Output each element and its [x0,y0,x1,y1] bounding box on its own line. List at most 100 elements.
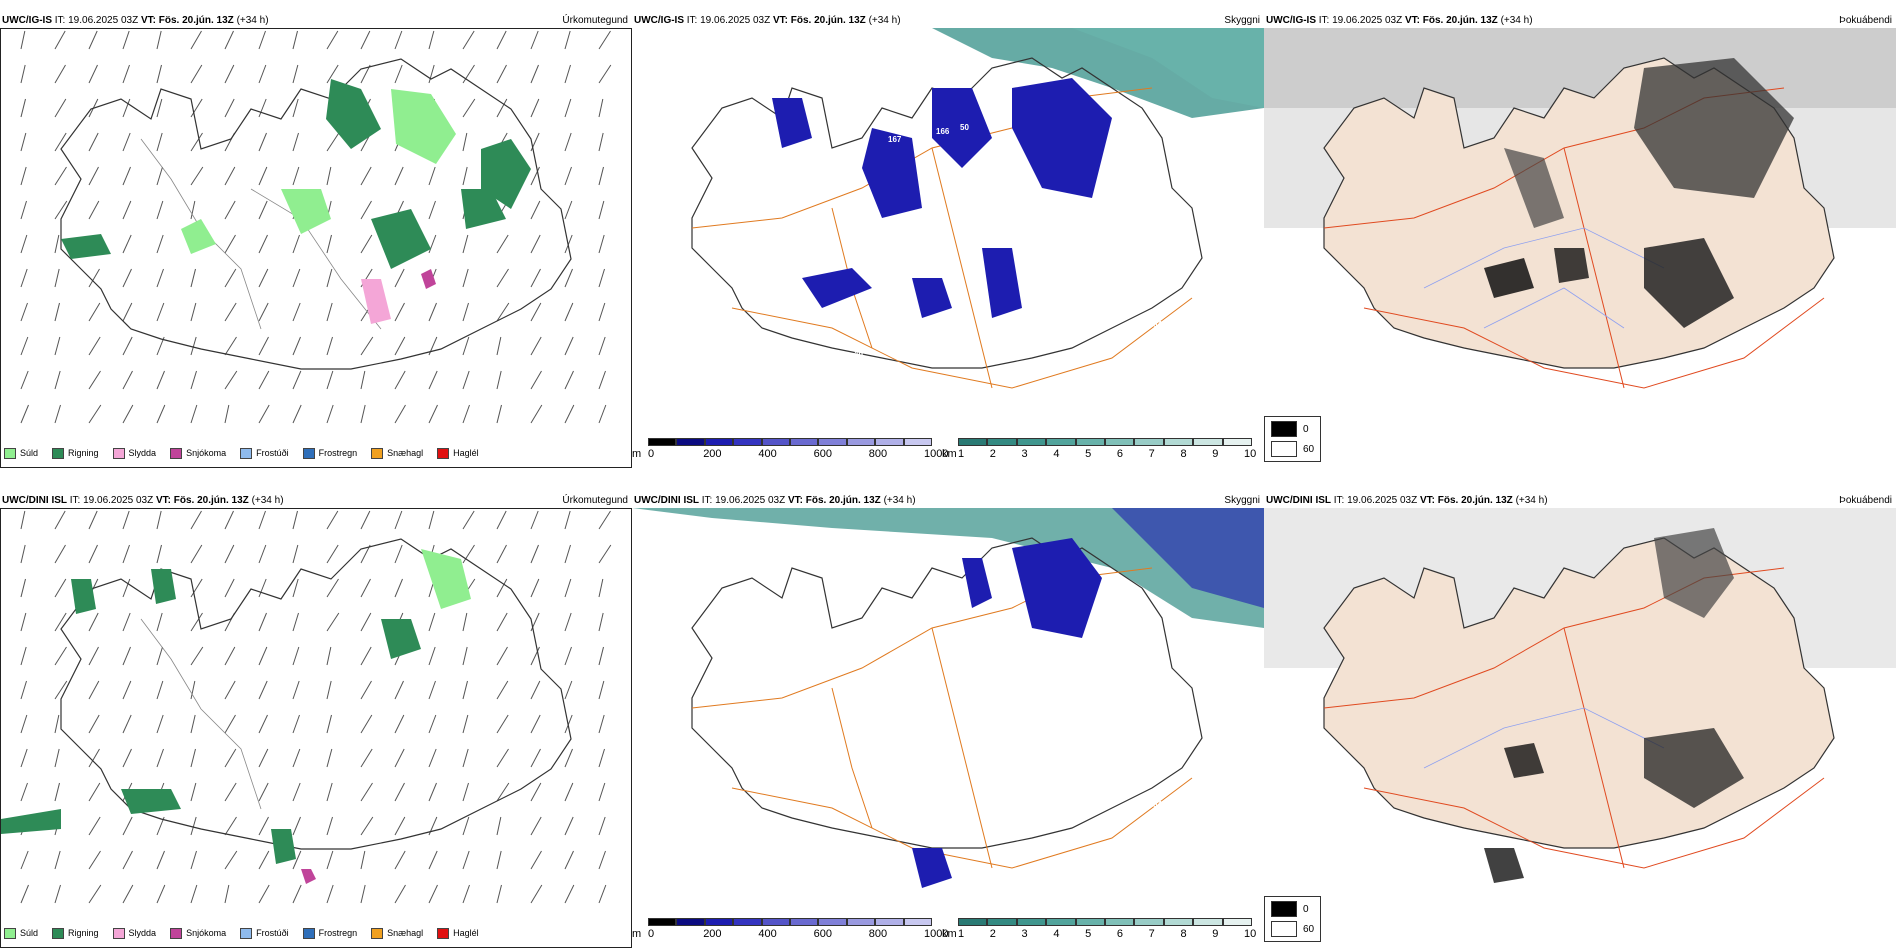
wind-barb [88,370,101,390]
wind-barb [20,850,29,870]
wind-barb [20,132,27,152]
wind-barb [122,166,131,186]
model-name: UWC/DINI ISL [2,495,67,506]
wind-barb [530,64,539,84]
visibility-map-top: 367 26 167 128 62 42 49 64 42 55 8 47 99 38 46 51 73 32 16… [632,28,1264,428]
wind-barb [258,30,266,50]
wind-barb [190,646,204,666]
wind-barb [224,336,237,356]
wind-barb [20,680,27,700]
legend-item: Rigning [52,927,99,939]
wind-barb [428,234,437,254]
colorbar-segment [761,438,790,446]
wind-barb [54,64,66,84]
wind-barb [20,646,27,666]
wind-barb [88,646,99,666]
wind-barb [258,234,268,254]
wind-barb [54,132,67,152]
colorbar-tick-label: 7 [1148,448,1155,460]
wind-barb [564,98,572,118]
wind-barb [428,884,438,904]
wind-barb [88,132,99,152]
wind-barb [496,782,510,802]
legend-item: Haglél [437,447,479,459]
rain-areas [61,79,531,324]
visibility-map-bottom: 141 297 73 244 151 127 41 54 459 320 254 79 42 49 248 1… [632,508,1264,908]
wind-barb [326,132,340,152]
wind-barb [394,850,406,870]
wind-barb [360,884,366,904]
colorbar-segment [733,918,762,926]
colorbar-unit: km [942,928,957,940]
wind-barb [122,578,131,598]
wind-barb [292,302,301,322]
wind-barb [190,884,198,904]
precip-map-top [0,28,632,468]
wind-barb [88,268,100,288]
colorbar-segment [818,918,847,926]
wind-barb [292,714,300,734]
colorbar-tick-label: 800 [868,448,888,460]
wind-barb [54,782,60,802]
wind-barb [20,510,26,530]
visibility-value: 73 [888,615,897,624]
wind-barb [530,510,539,530]
model-name: UWC/IG-IS [2,15,52,26]
wind-barb [20,268,28,288]
visibility-value: 49 [1100,283,1109,292]
visibility-value: 42 [1018,685,1027,694]
wind-barb [530,612,540,632]
fog-legend-top: 0 60 [1264,416,1322,462]
colorbar-segment [987,438,1017,446]
wind-barb [190,64,203,84]
wind-barb [530,782,542,802]
visibility-km-colorbar-top: km 1 2 3 4 5 6 7 8 9 10 [942,438,1256,462]
wind-barb [598,714,605,734]
visibility-value: 32 [883,90,892,99]
wind-barb [258,782,269,802]
wind-barb [122,748,132,768]
wind-barb [326,578,339,598]
colorbar-segment [676,918,705,926]
visibility-value: 8 [912,131,917,140]
wind-barb [530,714,541,734]
colorbar-segment [1105,918,1135,926]
colorbar-segment [1046,918,1076,926]
wind-barb [190,850,197,870]
wind-barb [394,268,405,288]
wind-barb [156,680,164,700]
colorbar-unit: km [942,448,957,460]
wind-barb [394,404,406,424]
visibility-value: 41 [1100,763,1109,772]
wind-barb [258,268,269,288]
wind-barb [462,370,470,390]
wind-barb [156,200,164,220]
wind-barb [224,884,230,904]
wind-barb [530,578,540,598]
wind-barb [530,404,543,424]
wind-barb [394,302,405,322]
wind-barb [326,510,339,530]
wind-barb [224,646,236,666]
wind-barb [190,302,197,322]
visibility-m-colorbar-bottom: m 0 200 400 600 800 1000 [632,918,948,942]
wind-barb [54,680,68,700]
wind-barb [190,166,204,186]
wind-barb [258,132,267,152]
wind-barb [598,132,604,152]
wind-barb [54,302,60,322]
wind-barb [292,370,302,390]
model-name: UWC/IG-IS [1266,15,1316,26]
visibility-value: 64 [1153,320,1162,329]
wind-barb [462,714,469,734]
wind-barb [326,680,332,700]
wind-barb [326,30,339,50]
wind-barb [224,544,235,564]
colorbar-segment [1016,438,1047,446]
visibility-value: 62 [994,209,1003,218]
visibility-value: 73 [1066,197,1075,206]
panel-header: UWC/IG-IS IT: 19.06.2025 03Z VT: Fös. 20… [2,15,628,26]
wind-barb [224,578,235,598]
wind-barb [190,98,203,118]
wind-barb [496,748,509,768]
